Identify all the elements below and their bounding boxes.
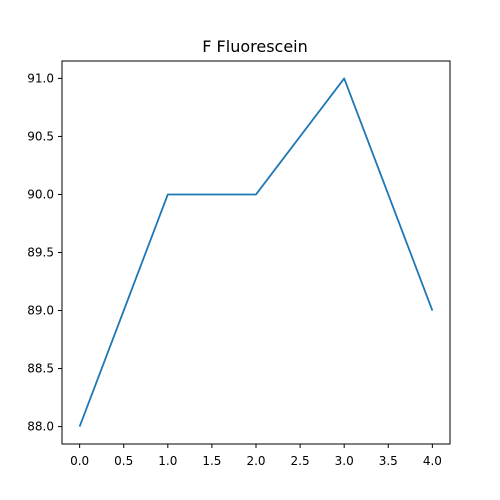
y-tick-label: 91.0 bbox=[27, 71, 54, 85]
x-tick-label: 2.5 bbox=[291, 454, 310, 468]
x-axis: 0.0 0.5 1.0 1.5 2.0 2.5 3.0 3.5 4.0 bbox=[70, 444, 442, 468]
x-tick-label: 4.0 bbox=[423, 454, 442, 468]
plot-area-frame bbox=[61, 60, 451, 445]
chart-title: F Fluorescein bbox=[202, 37, 308, 56]
x-tick-label: 0.5 bbox=[114, 454, 133, 468]
x-tick-label: 1.5 bbox=[202, 454, 221, 468]
x-tick-label: 0.0 bbox=[70, 454, 89, 468]
series-layer bbox=[78, 77, 434, 427]
x-tick-label: 3.5 bbox=[379, 454, 398, 468]
y-tick-label: 88.5 bbox=[27, 362, 54, 376]
series-line bbox=[78, 77, 434, 427]
y-tick-label: 90.0 bbox=[27, 187, 54, 201]
y-tick-label: 88.0 bbox=[27, 420, 54, 434]
y-axis: 88.0 88.5 89.0 89.5 90.0 90.5 91.0 bbox=[27, 71, 62, 434]
x-tick-label: 1.0 bbox=[158, 454, 177, 468]
y-tick-label: 89.5 bbox=[27, 246, 54, 260]
x-tick-label: 3.0 bbox=[335, 454, 354, 468]
x-tick-label: 2.0 bbox=[246, 454, 265, 468]
y-tick-label: 90.5 bbox=[27, 129, 54, 143]
y-tick-label: 89.0 bbox=[27, 304, 54, 318]
